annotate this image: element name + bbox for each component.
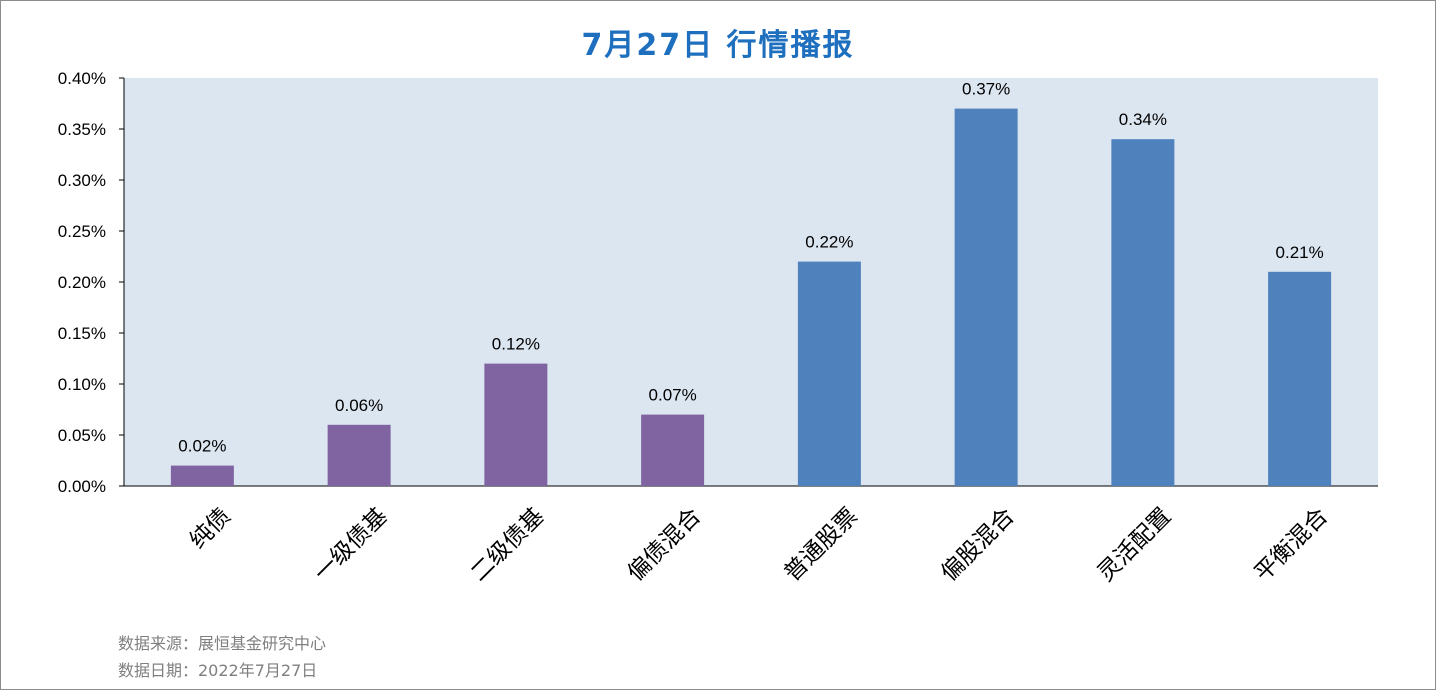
data-label: 0.02%: [178, 437, 226, 456]
x-category-label: 二级债基: [466, 503, 549, 586]
data-label: 0.12%: [492, 335, 540, 354]
x-category-label: 灵活配置: [1093, 503, 1176, 586]
bar: [327, 424, 391, 486]
data-label: 0.22%: [805, 233, 853, 252]
y-tick-label: 0.00%: [58, 477, 106, 496]
x-category-label: 偏股混合: [936, 503, 1019, 586]
x-category-label: 纯债: [185, 503, 236, 554]
y-tick-label: 0.30%: [58, 171, 106, 190]
chart-title: 7月27日 行情播报: [581, 28, 855, 63]
bar: [954, 108, 1018, 486]
data-label: 0.07%: [649, 386, 697, 405]
x-category-label: 平衡混合: [1250, 503, 1333, 586]
bar: [641, 414, 705, 486]
data-label: 0.37%: [962, 80, 1010, 99]
x-category-label: 偏债混合: [623, 503, 706, 586]
data-source-text: 数据来源：展恒基金研究中心: [118, 634, 327, 653]
bar: [484, 363, 548, 486]
bar: [170, 465, 234, 486]
y-tick-label: 0.40%: [58, 69, 106, 88]
y-tick-label: 0.35%: [58, 120, 106, 139]
y-tick-label: 0.05%: [58, 426, 106, 445]
bar: [1111, 139, 1175, 486]
data-label: 0.34%: [1119, 110, 1167, 129]
data-label: 0.21%: [1276, 243, 1324, 262]
y-tick-label: 0.20%: [58, 273, 106, 292]
plot-area: [124, 78, 1378, 486]
x-category-label: 普通股票: [779, 503, 862, 586]
y-tick-label: 0.25%: [58, 222, 106, 241]
data-label: 0.06%: [335, 396, 383, 415]
x-category-label: 一级债基: [309, 503, 392, 586]
data-date-text: 数据日期：2022年7月27日: [118, 661, 318, 680]
y-tick-label: 0.10%: [58, 375, 106, 394]
bar: [1268, 271, 1332, 486]
y-tick-label: 0.15%: [58, 324, 106, 343]
bar: [797, 261, 861, 486]
